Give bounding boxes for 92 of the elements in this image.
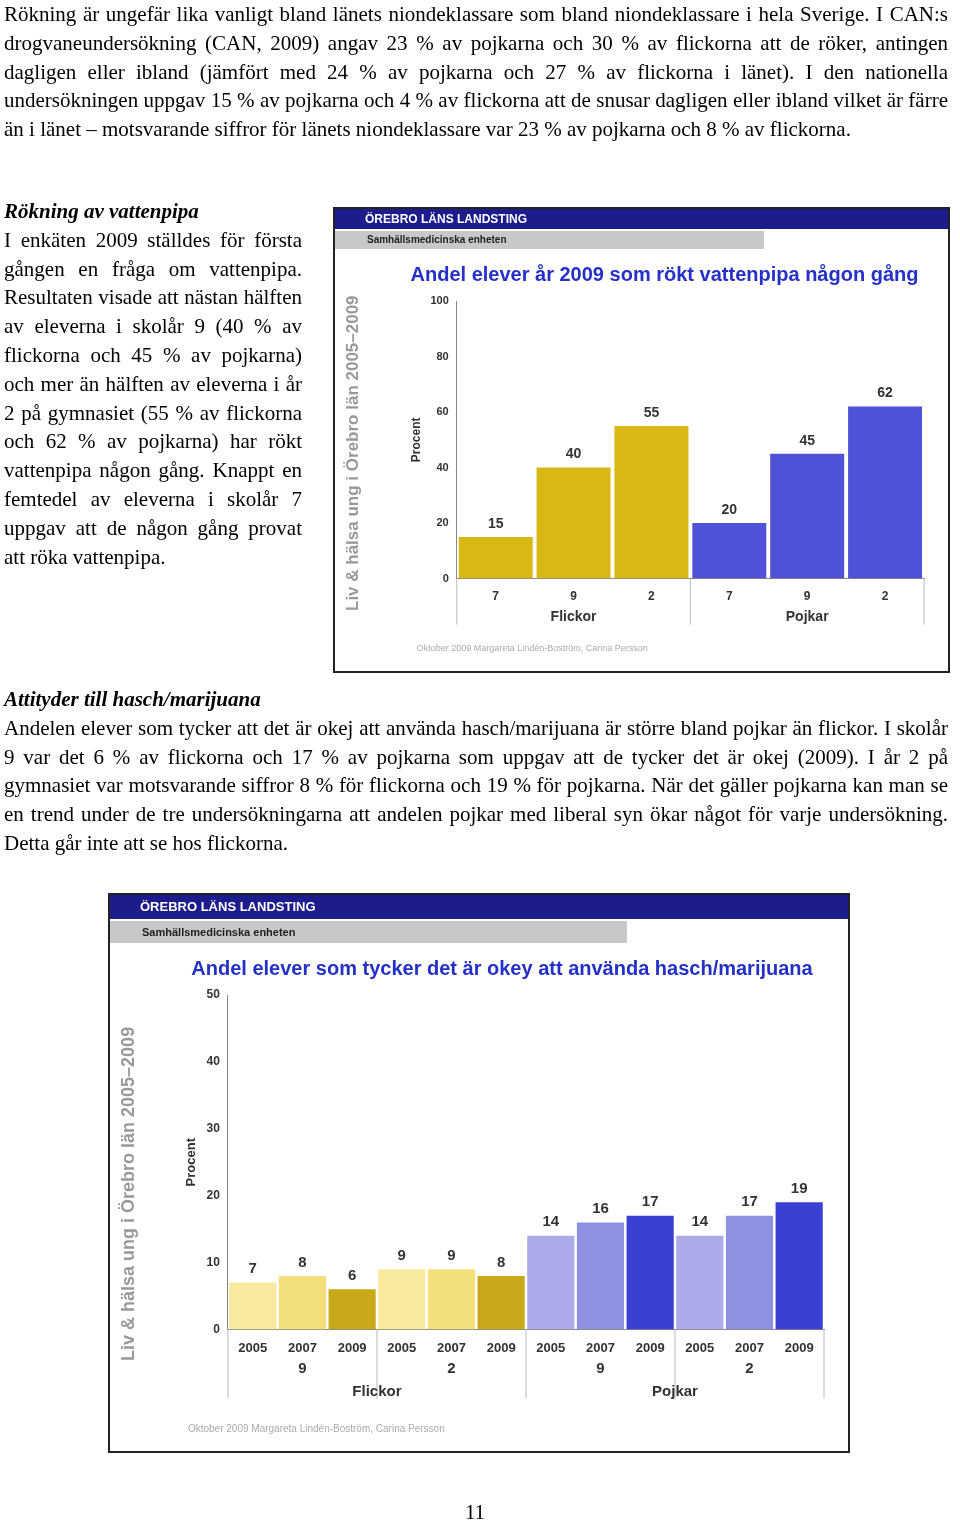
text: Flickor xyxy=(352,1382,402,1400)
data-label: 20 xyxy=(721,500,738,517)
x-tick-label: 2005 xyxy=(238,1339,268,1355)
text: 9 xyxy=(596,1359,605,1377)
data-label: 8 xyxy=(496,1252,506,1270)
data-label: 16 xyxy=(592,1199,609,1217)
bar xyxy=(458,536,533,579)
text: Rökning av vattenpipa xyxy=(4,198,200,225)
y-tick-label: 0 xyxy=(213,1321,221,1336)
text: 2 xyxy=(745,1359,754,1377)
y-tick-label: 10 xyxy=(206,1254,221,1269)
bar xyxy=(278,1275,327,1330)
x-tick-label: 2 xyxy=(648,589,656,604)
y-tick-label: 60 xyxy=(436,405,449,418)
text: Pojkar xyxy=(652,1382,699,1400)
data-label: 9 xyxy=(397,1245,406,1263)
chart-title: Andel elever år 2009 som rökt vattenpipa någon gång xyxy=(410,262,919,285)
y-tick-label: 30 xyxy=(206,1121,221,1136)
data-label: 62 xyxy=(877,384,894,401)
data-label: 45 xyxy=(799,431,816,448)
text: Samhällsmedicinska enheten xyxy=(335,231,765,249)
y-tick-label: 50 xyxy=(206,987,221,1002)
bar xyxy=(427,1269,476,1330)
bar xyxy=(692,523,767,579)
data-label: 55 xyxy=(643,403,660,420)
text: Attityder till hasch/marijuana xyxy=(4,686,262,713)
text: Liv & hälsa ung i Örebro län 2005–2009 xyxy=(343,295,363,611)
bar xyxy=(676,1235,724,1330)
data-label: 7 xyxy=(248,1259,257,1277)
x-tick-label: 2009 xyxy=(486,1339,516,1355)
text: 11 xyxy=(463,1499,487,1523)
data-label: 17 xyxy=(641,1192,659,1210)
text: Rökning är ungefär lika vanligt bland länets niondeklassare som bland niondeklassare i hela Sverige. I CAN:s drogvaneundersökning (CAN, 2009) angav 23 % av pojkarna och 30 % av flickorna att de röker, antingen dagligen eller ibland (jämfört med 24 % av pojkarna och 27 % av flickorna i länet). I den nationella undersökningen uppgav 15 % av pojkarna och 4 % av flickorna att de snusar dagligen eller ibland vilket är färre än i länet – motsvarande siffror för länets niondeklassare var 23 % av pojkarna och 8 % av flickorna. xyxy=(4,1,948,144)
x-tick-label: 2007 xyxy=(735,1339,764,1355)
text: I enkäten 2009 ställdes för första gången en fråga om vattenpipa. Resultaten visade att nästan hälften av eleverna i skolår 9 (40 % av flickorna och 45 % av pojkarna) och mer än hälften av eleverna i år 2 på gymnasiet (55 % av flickorna och 62 % av pojkarna) har rökt vattenpipa någon gång. Knappt en femtedel av eleverna i skolår 7 uppgav att de någon gång provat att röka vattenpipa. xyxy=(4,227,302,569)
bar xyxy=(626,1215,674,1330)
chart-title: Andel elever som tycker det är okey att använda hasch/marijuana xyxy=(191,956,814,979)
bar xyxy=(229,1282,277,1330)
x-tick-label: 2005 xyxy=(387,1339,417,1355)
bar xyxy=(614,425,689,579)
data-label: 19 xyxy=(790,1178,808,1196)
x-tick-label: 2009 xyxy=(337,1339,367,1355)
data-label: 8 xyxy=(298,1252,307,1270)
data-label: 14 xyxy=(691,1212,709,1230)
bar xyxy=(848,406,923,579)
bar xyxy=(725,1215,774,1330)
x-tick-label: 2007 xyxy=(437,1339,466,1355)
data-label: 14 xyxy=(542,1212,560,1230)
bar xyxy=(477,1275,525,1330)
text: Liv & hälsa ung i Örebro län 2005–2009 xyxy=(118,1027,139,1362)
x-tick-label: 9 xyxy=(803,589,811,604)
bar xyxy=(770,453,845,579)
x-tick-label: 2005 xyxy=(536,1339,566,1355)
x-tick-label: 9 xyxy=(570,589,578,604)
text: Samhällsmedicinska enheten xyxy=(110,921,627,943)
y-axis-title: Procent xyxy=(183,1137,199,1187)
data-label: 15 xyxy=(487,514,504,531)
y-axis-title: Procent xyxy=(408,417,423,463)
bar xyxy=(536,467,611,579)
x-tick-label: 2007 xyxy=(586,1339,615,1355)
text: Flickor xyxy=(550,608,598,625)
y-tick-label: 20 xyxy=(206,1187,221,1202)
text: 2 xyxy=(447,1359,456,1377)
bar xyxy=(775,1202,823,1330)
bar xyxy=(527,1235,575,1330)
text: ÖREBRO LÄNS LANDSTING xyxy=(110,895,848,919)
x-tick-label: 7 xyxy=(492,589,500,604)
bar xyxy=(378,1269,426,1330)
bar xyxy=(576,1222,625,1330)
text: Oktober 2009 Margareta Lindén-Boström, Carina Persson xyxy=(187,1423,445,1434)
x-tick-label: 2009 xyxy=(635,1339,665,1355)
data-label: 40 xyxy=(565,445,582,462)
text: Oktober 2009 Margareta Lindén-Boström, Carina Persson xyxy=(416,643,648,653)
y-tick-label: 80 xyxy=(436,349,449,362)
data-label: 9 xyxy=(447,1245,456,1263)
y-tick-label: 0 xyxy=(442,571,449,584)
data-label: 17 xyxy=(741,1192,758,1210)
x-tick-label: 2009 xyxy=(784,1339,814,1355)
y-tick-label: 20 xyxy=(436,516,449,529)
text: 9 xyxy=(298,1359,307,1377)
x-tick-label: 2007 xyxy=(287,1339,317,1355)
text: Andelen elever som tycker att det är okej att använda hasch/marijuana är större bland pojkar än flickor. I skolår 9 var det 6 % av flickorna och 17 % av pojkarna som uppgav att de tycker det är okej (2009). I år 2 på gymnasiet var motsvarande siffror 8 % för flickorna och 19 % för pojkarna. När det gäller pojkarna kan man se en trend under de tre undersökningarna att andelen pojkar med liberal syn ökar något för varje undersökning. Detta går inte att se hos flickorna. xyxy=(4,714,948,857)
y-tick-label: 40 xyxy=(206,1054,221,1069)
x-tick-label: 7 xyxy=(725,589,733,604)
y-tick-label: 40 xyxy=(436,460,449,473)
x-tick-label: 2005 xyxy=(685,1339,715,1355)
y-tick-label: 100 xyxy=(430,294,449,307)
bar xyxy=(328,1289,376,1330)
data-label: 6 xyxy=(347,1265,357,1283)
x-tick-label: 2 xyxy=(881,589,889,604)
text: Pojkar xyxy=(785,608,830,625)
text: ÖREBRO LÄNS LANDSTING xyxy=(335,209,948,229)
